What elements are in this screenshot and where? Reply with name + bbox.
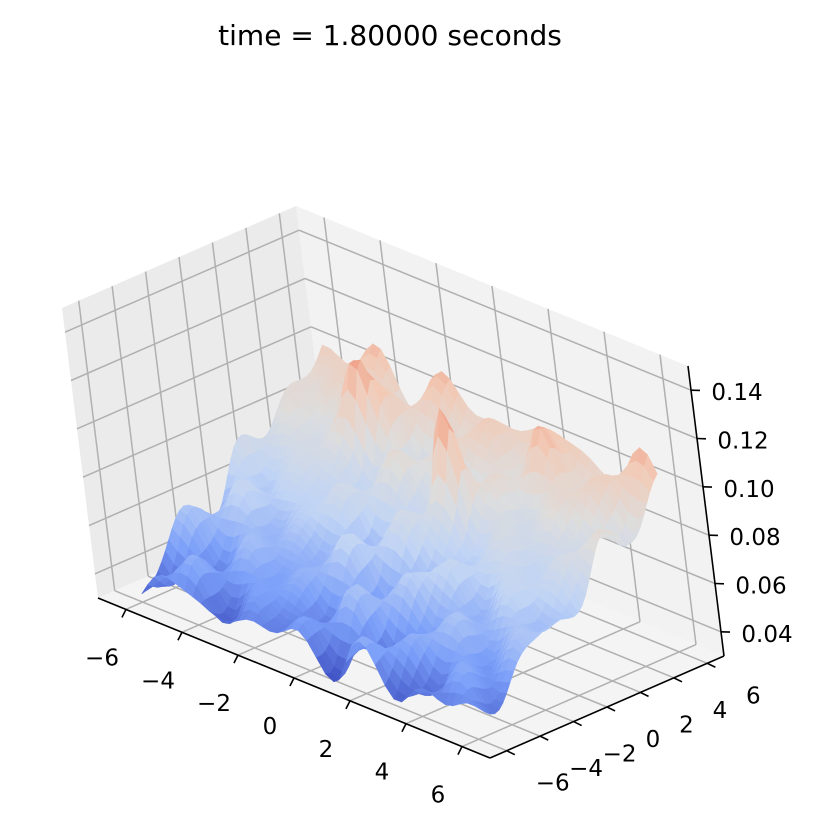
y-tick-label: 0 bbox=[646, 727, 661, 753]
z-tick-label: 0.12 bbox=[717, 429, 768, 455]
gridline-left-z bbox=[64, 229, 300, 333]
z-axis-line bbox=[687, 365, 725, 657]
y-tick-tick bbox=[573, 720, 583, 727]
z-tick-label: 0.06 bbox=[735, 574, 786, 600]
y-tick-label: −2 bbox=[603, 742, 637, 768]
y-tick-tick bbox=[539, 735, 549, 741]
x-tick-tick bbox=[289, 677, 295, 687]
y-tick-tick bbox=[506, 749, 516, 756]
x-tick-tick bbox=[401, 723, 407, 733]
z-tick-label: 0.10 bbox=[723, 477, 774, 503]
gridline-left-z bbox=[70, 277, 306, 382]
y-tick-tick bbox=[706, 662, 716, 668]
gridline-floor-y bbox=[114, 590, 507, 752]
y-tick-label: 2 bbox=[679, 712, 694, 738]
x-tick-tick bbox=[457, 746, 463, 755]
gridline-back-z bbox=[304, 277, 698, 440]
y-tick-label: −4 bbox=[569, 756, 603, 782]
y-tick-label: 4 bbox=[713, 698, 728, 724]
z-tick-label: 0.08 bbox=[729, 525, 780, 551]
z-tick-label: 0.14 bbox=[711, 380, 762, 406]
gridline-back-x bbox=[659, 354, 697, 645]
surface-plot bbox=[141, 342, 658, 715]
gridline-left-y bbox=[178, 256, 216, 548]
x-tick-label: 2 bbox=[319, 737, 334, 763]
y-tick-label: 6 bbox=[746, 683, 761, 709]
x-tick-label: −6 bbox=[85, 645, 119, 671]
surface-patch bbox=[466, 700, 480, 710]
x-tick-label: −4 bbox=[141, 668, 175, 694]
gridline-left-z bbox=[76, 326, 312, 430]
gridline-left-y bbox=[77, 300, 116, 591]
chart-title: time = 1.80000 seconds bbox=[218, 19, 562, 52]
x-tick-label: 0 bbox=[263, 714, 278, 740]
gridline-left-z bbox=[82, 374, 318, 478]
x-tick-label: −2 bbox=[197, 691, 231, 717]
gridline-left-y bbox=[144, 271, 183, 562]
y-tick-tick bbox=[640, 691, 649, 698]
x-tick-label: 4 bbox=[375, 760, 390, 786]
gridline-left-y bbox=[111, 286, 149, 577]
x-tick-tick bbox=[233, 654, 239, 664]
x-tick-tick bbox=[345, 700, 351, 710]
z-tick-label: 0.04 bbox=[741, 622, 792, 648]
x-tick-tick bbox=[121, 609, 127, 618]
x-tick-label: 6 bbox=[431, 783, 446, 809]
x-tick-tick bbox=[177, 631, 183, 641]
y-tick-tick bbox=[673, 677, 683, 683]
y-tick-label: −6 bbox=[536, 771, 570, 797]
gridline-back-z bbox=[298, 229, 692, 391]
y-tick-tick bbox=[606, 706, 616, 712]
